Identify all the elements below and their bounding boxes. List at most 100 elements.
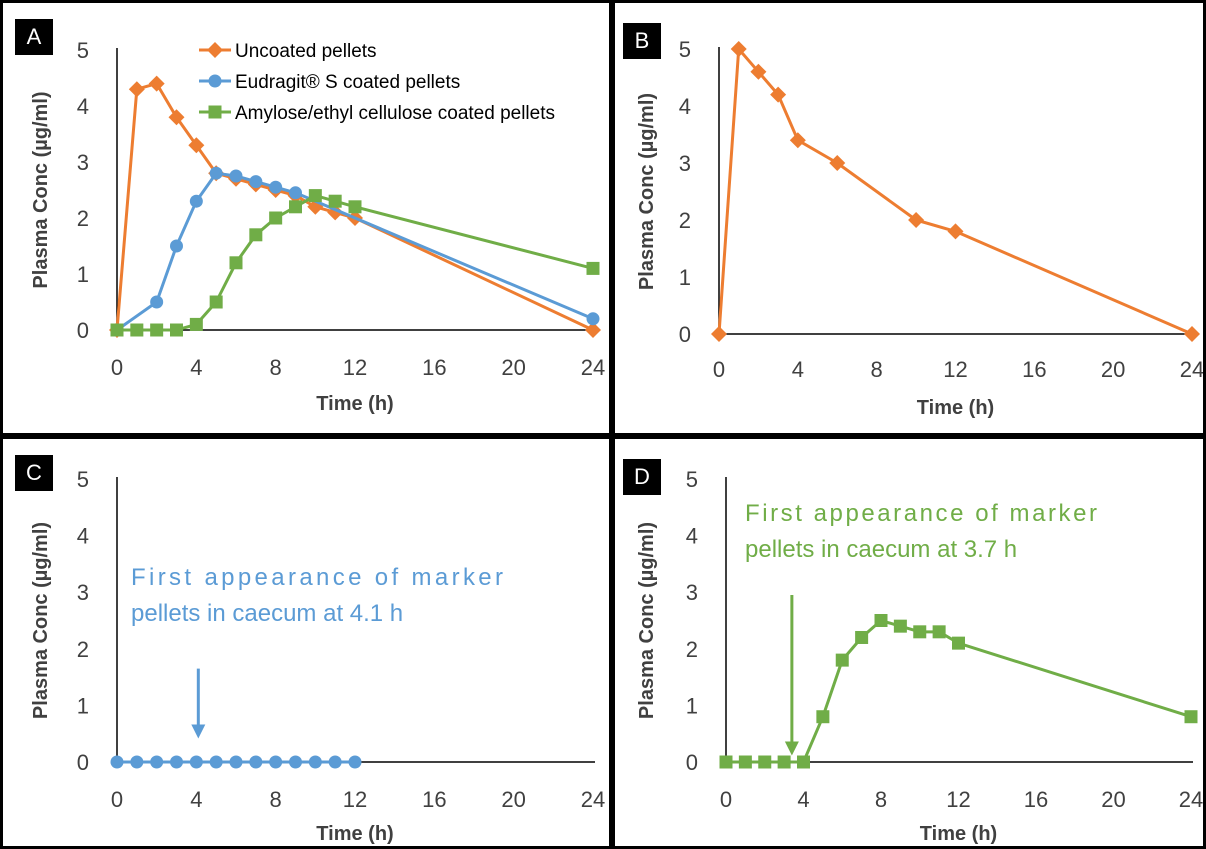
series-0	[719, 614, 1198, 769]
x-tick-label: 24	[581, 355, 605, 380]
data-point	[348, 200, 362, 214]
x-tick-label: 12	[343, 355, 367, 380]
x-tick-label: 16	[422, 355, 446, 380]
legend-marker	[208, 105, 222, 119]
data-point	[229, 755, 243, 769]
x-tick-label: 4	[190, 355, 202, 380]
data-point	[829, 155, 846, 171]
x-axis-title: Time (h)	[917, 397, 994, 419]
annotation: First appearance of marker pellets in cae…	[131, 564, 503, 739]
data-point	[150, 295, 164, 309]
x-tick-label: 20	[501, 787, 525, 812]
y-tick-label: 2	[686, 637, 698, 662]
x-tick-label: 8	[270, 787, 282, 812]
y-axis-title: Plasma Conc (µg/ml)	[30, 522, 52, 719]
data-point	[269, 211, 283, 225]
annotation-line-1: First appearance of marker	[745, 500, 1097, 527]
data-point	[170, 239, 183, 253]
x-tick-label: 8	[875, 787, 887, 812]
y-tick-label: 5	[679, 37, 691, 62]
data-point	[730, 41, 747, 57]
data-point	[229, 169, 243, 183]
x-axis-title: Time (h)	[316, 393, 393, 415]
data-point	[789, 132, 806, 149]
data-point	[855, 630, 869, 644]
y-tick-label: 0	[77, 750, 89, 775]
y-tick-label: 0	[77, 318, 89, 343]
series-0	[110, 755, 362, 769]
x-tick-label: 12	[343, 787, 367, 812]
y-tick-label: 4	[686, 524, 698, 549]
x-tick-label: 8	[871, 357, 883, 382]
series-line	[116, 171, 594, 332]
data-point	[110, 323, 124, 337]
annotation-line-1: First appearance of marker	[131, 564, 503, 591]
data-point	[711, 326, 727, 342]
data-point	[289, 755, 302, 769]
x-axis-title: Time (h)	[920, 823, 997, 845]
x-tick-label: 16	[422, 787, 446, 812]
data-point	[952, 636, 965, 650]
x-tick-label: 16	[1024, 787, 1048, 812]
y-tick-label: 1	[686, 693, 698, 718]
annotation-line-2: pellets in caecum at 4.1 h	[131, 600, 403, 627]
annotation-arrow-head	[191, 724, 206, 739]
data-point	[328, 755, 342, 769]
x-tick-label: 4	[792, 357, 804, 382]
x-tick-label: 12	[946, 787, 970, 812]
x-tick-label: 8	[270, 355, 282, 380]
data-point	[874, 614, 888, 627]
panel-label-c: C	[15, 455, 53, 491]
data-point	[586, 261, 600, 275]
data-point	[738, 755, 752, 769]
data-point	[170, 755, 183, 769]
panel-label-b: B	[623, 23, 661, 59]
x-tick-label: 24	[1179, 787, 1203, 812]
data-point	[758, 755, 772, 769]
legend-marker	[208, 74, 222, 88]
x-tick-label: 20	[501, 355, 525, 380]
data-point	[168, 109, 185, 126]
y-tick-label: 4	[77, 94, 89, 119]
data-point	[110, 755, 124, 769]
data-point	[586, 312, 600, 326]
data-point	[249, 228, 263, 242]
y-tick-label: 5	[686, 467, 698, 492]
data-point	[170, 323, 183, 337]
y-axis-title: Plasma Conc (µg/ml)	[636, 522, 658, 719]
data-point	[209, 295, 223, 309]
legend: Uncoated pellets Eudragit® S coated pelle…	[199, 41, 555, 124]
data-point	[770, 86, 787, 103]
data-point	[130, 755, 144, 769]
x-tick-label: 20	[1101, 787, 1125, 812]
x-tick-label: 16	[1022, 357, 1046, 382]
data-point	[797, 755, 810, 769]
y-tick-label: 2	[77, 637, 89, 662]
x-tick-label: 0	[713, 357, 725, 382]
x-tick-label: 4	[190, 787, 202, 812]
y-tick-label: 2	[77, 206, 89, 231]
panel-label-a: A	[15, 19, 53, 55]
data-point	[835, 653, 849, 667]
y-tick-label: 0	[679, 322, 691, 347]
series-1	[110, 166, 600, 337]
data-point	[777, 755, 791, 769]
data-point	[249, 175, 263, 189]
data-point	[348, 755, 362, 769]
y-tick-label: 3	[77, 150, 89, 175]
y-tick-label: 4	[77, 524, 89, 549]
data-point	[1184, 710, 1198, 724]
data-point	[148, 75, 165, 92]
x-tick-label: 20	[1101, 357, 1125, 382]
legend-label: Eudragit® S coated pellets	[235, 72, 460, 93]
data-point	[308, 189, 322, 203]
data-point	[188, 137, 205, 154]
data-point	[816, 710, 830, 724]
x-tick-label: 24	[581, 787, 605, 812]
data-point	[913, 625, 927, 639]
data-point	[209, 166, 223, 180]
